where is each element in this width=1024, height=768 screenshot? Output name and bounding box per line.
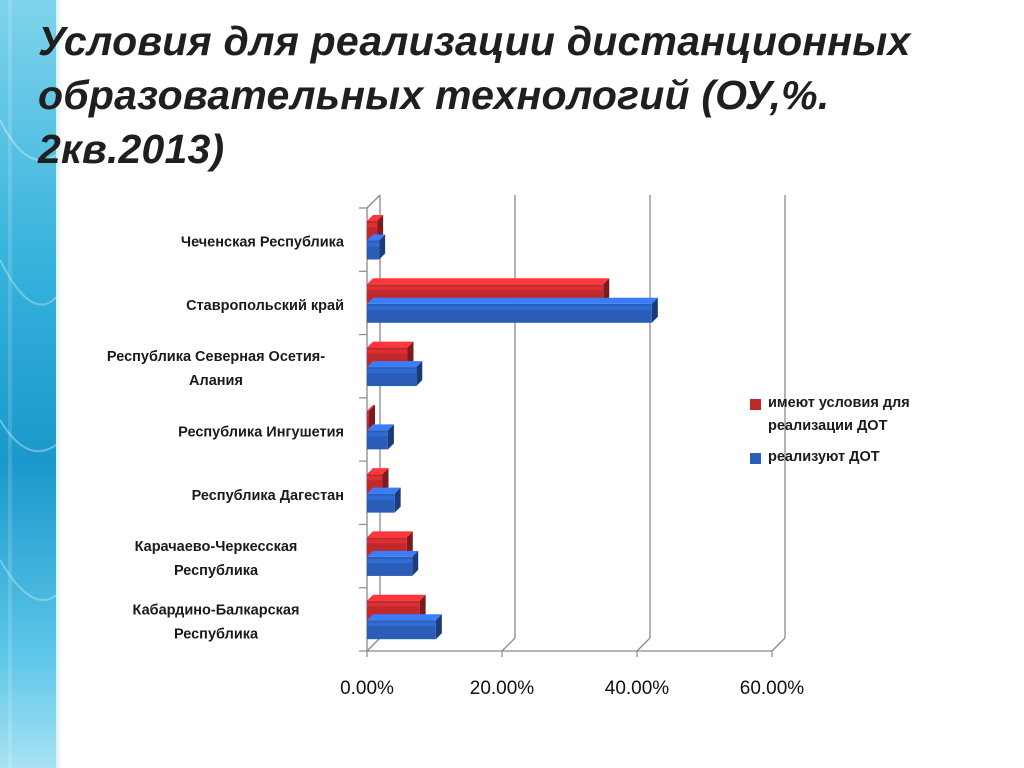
bar-implement-2 [367,297,658,323]
bar-highlight [367,558,413,563]
category-label-5: Республика Дагестан [192,488,344,504]
bar-highlight [367,495,395,500]
gridline-floor [771,637,786,652]
bar-top-face [367,215,384,221]
bar-highlight [367,286,604,291]
bar-highlight [367,432,388,437]
bar-side-face [379,234,386,260]
bar-top-face [367,468,389,475]
legend-label-conditions: имеют условия для реализации ДОТ [768,395,910,434]
bar-highlight [367,539,407,544]
category-label-3: Республика Северная Осетия-Алания [107,349,325,389]
legend-item-implement: реализуют ДОТ [750,446,960,469]
bar-highlight [367,369,417,374]
bar-side-face [394,487,401,513]
bar-implement-4 [367,424,394,450]
bar-side-face [387,424,394,450]
bar-side-face [416,361,423,387]
bar-highlight [367,622,436,627]
bar-highlight [367,242,380,247]
bar-side-face [412,550,419,576]
category-label-1: Чеченская Республика [181,235,345,251]
bar-side-face [377,215,384,240]
bar-top-face [367,278,610,285]
bar-top-face [367,297,658,304]
bar-implement-7 [367,614,442,640]
bar-front-face [367,221,378,240]
bar-side-face [419,594,426,620]
chart-bars [367,215,658,640]
bar-side-face [603,278,610,304]
chart-grid [366,195,786,652]
bar-front-face [367,410,370,430]
x-tick-label: 0.00% [340,678,394,699]
bar-top-face [367,341,414,348]
bar-implement-3 [367,361,423,387]
bar-top-face [367,614,442,621]
bar-highlight [367,476,383,481]
bar-top-face [367,487,401,494]
bar-conditions-1 [367,215,384,240]
bar-implement-1 [367,234,386,260]
bar-side-face [435,614,442,640]
category-label-7: Кабардино-Балкарская Республика [133,602,300,642]
x-axis-tick-labels: 0.00% 20.00% 40.00% 60.00% [340,678,804,699]
bar-highlight [367,349,408,354]
bar-top-face [367,531,413,538]
bar-side-face [369,404,376,430]
decorative-side-strip [0,0,62,768]
bar-top-face [367,234,386,241]
bar-implement-6 [367,550,419,576]
category-label-6: Карачаево-Черкесская Республика [135,539,298,579]
bar-top-face [367,594,426,601]
legend-swatch-blue [750,453,761,464]
gridline-floor [501,637,516,652]
category-labels: Чеченская Республика Ставропольский край Р… [107,235,345,643]
bar-highlight [367,223,378,227]
bar-top-face [367,404,376,411]
bar-side-face [651,297,658,323]
bar-conditions-5 [367,468,389,494]
bar-implement-5 [367,487,401,513]
legend-swatch-red [750,399,761,410]
bar-top-face [367,550,419,557]
gridline-floor [636,637,651,652]
x-tick-label: 60.00% [740,678,805,699]
category-label-4: Республика Ингушетия [178,425,344,441]
bar-side-face [407,341,414,367]
bar-highlight [367,305,652,310]
x-tick-label: 20.00% [470,678,535,699]
legend-item-conditions: имеют условия для реализации ДОТ [750,392,960,438]
bar-side-face [382,468,389,494]
bar-conditions-4 [367,404,376,430]
page-title: Условия для реализации дистанционных обр… [38,18,911,172]
legend-label-implement: реализуют ДОТ [768,449,880,465]
bar-highlight [367,602,420,607]
bar-top-face [367,361,423,368]
chart-axes [359,194,773,657]
chart-legend: имеют условия для реализации ДОТ реализую… [750,392,960,477]
x-tick-label: 40.00% [605,678,670,699]
gridline-floor [366,637,381,652]
bar-highlight [367,412,370,417]
bar-top-face [367,424,394,431]
category-label-2: Ставропольский край [186,298,344,314]
bar-side-face [406,531,413,557]
y-axis-top-edge [366,194,381,209]
